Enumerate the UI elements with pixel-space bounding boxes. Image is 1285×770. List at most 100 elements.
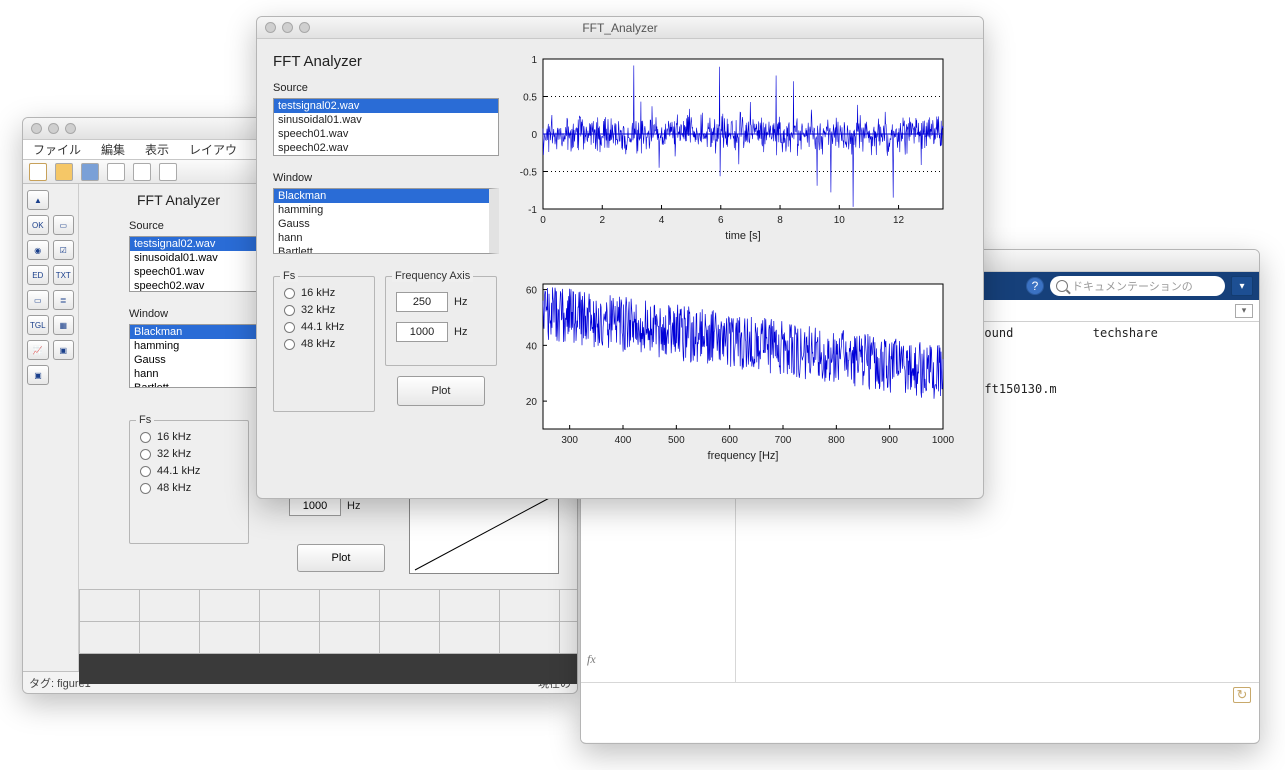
search-icon [1056,280,1068,292]
fft-plots-area: 024681012-1-0.500.51time [s] 30040050060… [507,39,983,498]
svg-text:4: 4 [659,215,665,226]
cut-icon[interactable] [107,163,125,181]
fs-legend: Fs [136,414,154,426]
buttongroup-tool[interactable]: ▣ [27,365,49,385]
fft-analyzer-window: FFT_Analyzer FFT Analyzer Source testsig… [256,16,984,499]
freq-hi-edit[interactable]: 1000 [396,322,448,342]
component-palette: ▲ OK▭ ◉☑ EDTXT ▭≣ TGL▦ 📈▣ ▣ [23,184,79,671]
radio-icon [284,322,295,333]
dropdown-icon[interactable]: ▾ [1235,304,1253,318]
freq-lo-edit[interactable]: 250 [396,292,448,312]
svg-text:300: 300 [561,435,578,446]
statictext-tool[interactable]: TXT [53,265,75,285]
save-icon[interactable] [81,163,99,181]
table-tool[interactable]: ▦ [53,315,75,335]
new-icon[interactable] [29,163,47,181]
hz-label: Hz [454,296,467,308]
fs-radio[interactable]: 16 kHz [284,287,374,299]
fs-radio[interactable]: 32 kHz [284,304,374,316]
svg-text:10: 10 [834,215,846,226]
fs-radio[interactable]: 48 kHz [140,482,248,494]
fs-radio[interactable]: 48 kHz [284,338,374,350]
copy-icon[interactable] [133,163,151,181]
svg-text:20: 20 [526,397,538,408]
source-label: Source [129,220,164,232]
window-label: Window [129,308,168,320]
svg-text:2: 2 [599,215,605,226]
fs-radio[interactable]: 32 kHz [140,448,248,460]
checkbox-tool[interactable]: ☑ [53,240,75,260]
toggle-tool[interactable]: TGL [27,315,49,335]
radio-icon [140,483,151,494]
freq-edit[interactable]: 1000 [289,496,341,516]
panel-title: FFT Analyzer [137,192,220,208]
toolstrip-menu-icon[interactable]: ▾ [1231,276,1253,296]
fft-source-listbox[interactable]: testsignal02.wavsinusoidal01.wavspeech01… [273,98,499,156]
fft-window-listbox[interactable]: BlackmanhammingGausshannBartlett [273,188,499,254]
fft-app-title: FFT Analyzer [273,53,497,70]
menu-view[interactable]: 表示 [135,141,179,158]
svg-text:frequency [Hz]: frequency [Hz] [708,450,779,462]
fs-radio[interactable]: 44.1 kHz [284,321,374,333]
edittext-tool[interactable]: ED [27,265,49,285]
traffic-lights[interactable] [31,123,76,134]
frequency-chart: 3004005006007008009001000204060frequency… [507,274,967,484]
plot-button[interactable]: Plot [297,544,385,572]
svg-text:400: 400 [615,435,632,446]
freq-axis-group: Frequency Axis 250 Hz 1000 Hz [385,270,497,366]
help-icon[interactable]: ? [1026,277,1044,295]
svg-text:900: 900 [881,435,898,446]
fft-control-panel: FFT Analyzer Source testsignal02.wavsinu… [257,39,507,498]
panel-tool[interactable]: ▣ [53,340,75,360]
history-scroll-icon[interactable]: ↻ [1233,687,1251,703]
svg-text:0: 0 [540,215,546,226]
open-icon[interactable] [55,163,73,181]
menu-layout[interactable]: レイアウ [179,141,247,158]
pushbutton-tool[interactable]: OK [27,215,49,235]
svg-text:12: 12 [893,215,905,226]
svg-text:800: 800 [828,435,845,446]
slider-tool[interactable]: ▭ [53,215,75,235]
listbox-tool[interactable]: ≣ [53,290,75,310]
svg-text:-1: -1 [528,205,537,216]
paste-icon[interactable] [159,163,177,181]
radio-icon [284,288,295,299]
hz-label: Hz [347,500,360,512]
doc-search[interactable]: ドキュメンテーションの [1050,276,1225,296]
search-placeholder: ドキュメンテーションの [1072,278,1193,294]
menu-edit[interactable]: 編集 [91,141,135,158]
svg-text:-0.5: -0.5 [520,168,538,179]
radio-icon [140,466,151,477]
radio-icon [284,339,295,350]
hz-label: Hz [454,326,467,338]
radio-icon [140,449,151,460]
select-tool[interactable]: ▲ [27,190,49,210]
menu-file[interactable]: ファイル [23,141,91,158]
svg-text:700: 700 [775,435,792,446]
svg-text:8: 8 [777,215,783,226]
svg-text:60: 60 [526,286,538,297]
radiobutton-tool[interactable]: ◉ [27,240,49,260]
fft-titlebar[interactable]: FFT_Analyzer [257,17,983,39]
svg-text:time [s]: time [s] [725,230,760,242]
svg-text:40: 40 [526,341,538,352]
fs-legend: Fs [280,270,298,282]
fs-radio[interactable]: 16 kHz [140,431,248,443]
freqaxis-legend: Frequency Axis [392,270,473,282]
svg-text:0: 0 [531,130,537,141]
radio-icon [284,305,295,316]
fs-radio[interactable]: 44.1 kHz [140,465,248,477]
traffic-lights[interactable] [265,22,310,33]
command-history[interactable]: ↻ [581,682,1259,742]
time-chart: 024681012-1-0.500.51time [s] [507,49,967,259]
fft-window-title: FFT_Analyzer [582,21,657,35]
layout-grid [79,589,577,659]
window-label: Window [273,172,497,184]
source-label: Source [273,82,497,94]
fft-plot-button[interactable]: Plot [397,376,485,406]
svg-text:0.5: 0.5 [523,93,537,104]
fft-fs-group: Fs 16 kHz 32 kHz 44.1 kHz 48 kHz [273,270,375,412]
popup-tool[interactable]: ▭ [27,290,49,310]
fx-icon[interactable]: fx [587,652,596,667]
axes-tool[interactable]: 📈 [27,340,49,360]
